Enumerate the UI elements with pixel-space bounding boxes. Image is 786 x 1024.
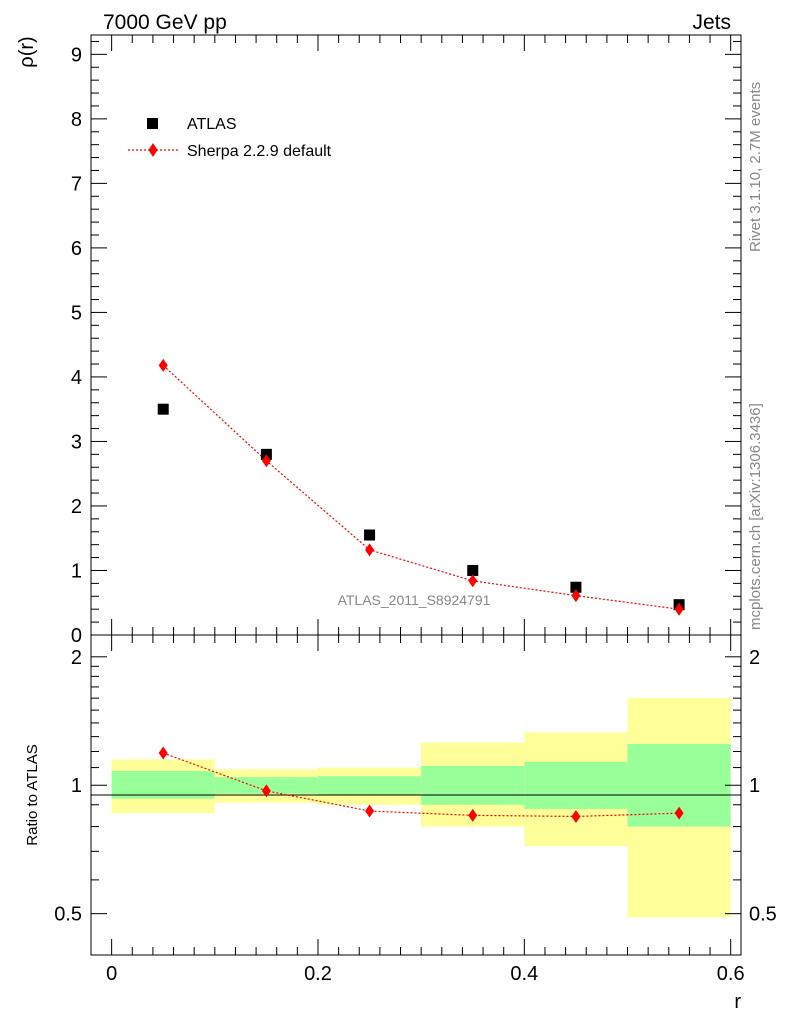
sherpa-line <box>162 364 680 610</box>
x-axis-label: r <box>734 991 741 1013</box>
mcplots-label: mcplots.cern.ch [arXiv:1306.3436] <box>747 403 764 630</box>
atlas-point-3 <box>467 564 479 576</box>
ratio-sherpa-point-2 <box>365 804 375 818</box>
ratio-y-tick-label-right: 0.5 <box>749 904 777 926</box>
sherpa-point-4 <box>571 589 581 603</box>
ratio-y-tick-label: 0.5 <box>54 904 82 926</box>
legend-sherpa-marker <box>148 143 158 157</box>
legend: ATLAS Sherpa 2.2.9 default <box>128 116 332 160</box>
legend-atlas-label: ATLAS <box>187 116 237 133</box>
main-y-tick-label: 3 <box>71 431 82 453</box>
x-tick-label: 0.2 <box>304 963 332 985</box>
band-inner-bin-2 <box>317 776 422 795</box>
ratio-sherpa-point-5 <box>674 806 684 820</box>
ratio-sherpa-point-3 <box>468 808 478 822</box>
plot-title-right: Jets <box>692 11 731 34</box>
atlas-point-4 <box>570 581 582 593</box>
x-tick-label: 0 <box>106 963 117 985</box>
ratio-y-tick-label: 2 <box>71 647 82 669</box>
ratio-uncertainty-bands <box>111 698 731 918</box>
ratio-sherpa-point-4 <box>571 809 581 823</box>
band-inner-bin-4 <box>524 761 628 809</box>
sherpa-point-3 <box>468 574 478 588</box>
ratio-y-tick-label-right: 1 <box>749 775 760 797</box>
ratio-y-tick-label: 1 <box>71 775 82 797</box>
atlas-point-2 <box>364 529 376 541</box>
ratio-y-axis-label: Ratio to ATLAS <box>24 744 41 845</box>
band-inner-bin-0 <box>111 770 215 799</box>
main-y-tick-label: 7 <box>71 173 82 195</box>
ratio-sherpa-point-0 <box>158 746 168 760</box>
rivet-version-label: Rivet 3.1.10, 2.7M events <box>747 82 764 252</box>
analysis-label: ATLAS_2011_S8924791 <box>338 592 491 608</box>
main-y-tick-label: 9 <box>71 44 82 66</box>
main-frame <box>90 34 742 636</box>
plot-title-left: 7000 GeV pp <box>103 11 227 34</box>
sherpa-point-5 <box>674 602 684 616</box>
legend-atlas-marker <box>147 118 158 129</box>
main-y-tick-label: 4 <box>71 367 82 389</box>
main-y-tick-label: 8 <box>71 109 82 131</box>
main-axes: 0 1 2 3 4 5 6 7 8 9 <box>71 34 742 647</box>
x-tick-label: 0.6 <box>717 963 745 985</box>
main-y-axis-label: ρ(r) <box>16 36 38 67</box>
main-y-tick-label: 0 <box>71 625 82 647</box>
ratio-sherpa-point-1 <box>261 784 271 798</box>
main-y-tick-label: 1 <box>71 560 82 582</box>
x-tick-label: 0.4 <box>510 963 538 985</box>
ratio-axes: 0.5 0.5 1 1 2 2 0 0.2 0.4 0.6 <box>54 634 777 985</box>
ratio-y-tick-label-right: 2 <box>749 647 760 669</box>
main-y-tick-label: 5 <box>71 302 82 324</box>
band-inner-bin-3 <box>421 765 525 805</box>
legend-sherpa-label: Sherpa 2.2.9 default <box>187 143 332 160</box>
main-y-tick-label: 2 <box>71 496 82 518</box>
main-series <box>157 358 685 616</box>
atlas-point-0 <box>157 403 169 415</box>
ratio-series <box>158 746 684 823</box>
sherpa-point-2 <box>365 543 375 557</box>
sherpa-point-1 <box>261 454 271 468</box>
main-y-tick-label: 6 <box>71 238 82 260</box>
sherpa-point-0 <box>158 358 168 372</box>
